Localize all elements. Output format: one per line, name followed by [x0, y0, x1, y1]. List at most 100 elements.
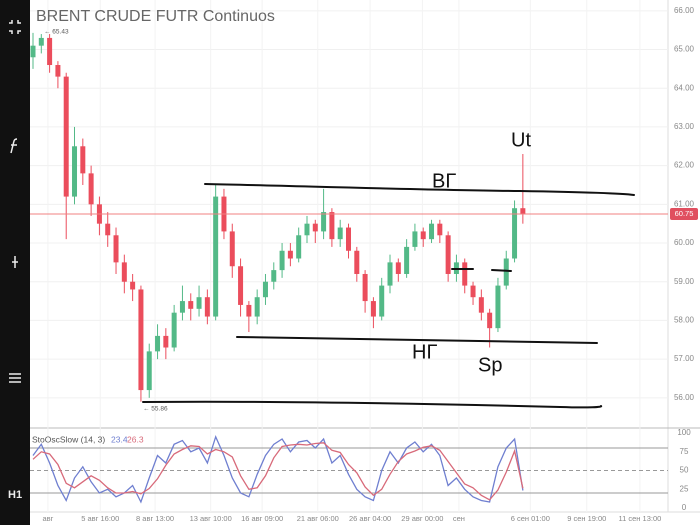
- candle-body: [262, 281, 268, 298]
- candle-body: [80, 146, 86, 174]
- candle-body: [121, 262, 127, 282]
- y-tick-label: 57.00: [674, 354, 695, 363]
- candle-body: [296, 235, 302, 259]
- candle-body: [362, 273, 368, 302]
- candle-body: [271, 270, 277, 282]
- x-tick-label: 26 авг 04:00: [349, 514, 391, 523]
- indicator-tick-label: 75: [680, 447, 689, 456]
- candle-body: [321, 212, 327, 232]
- candle-body: [412, 231, 418, 247]
- candle-body: [204, 297, 210, 317]
- indicator-tick-label: 50: [680, 466, 689, 475]
- candle-body: [354, 250, 360, 274]
- candle-body: [63, 76, 69, 197]
- indicator-value: 26.3: [127, 434, 144, 444]
- y-tick-label: 59.00: [674, 277, 695, 286]
- indicator-tick-label: 0: [682, 503, 687, 512]
- candle-body: [429, 223, 435, 240]
- candle-body: [312, 223, 318, 232]
- candle-body: [287, 250, 293, 259]
- candle-body: [113, 235, 119, 263]
- candle-body: [512, 208, 518, 259]
- x-tick-label: 11 сен 13:00: [619, 514, 662, 523]
- resistance-line: [204, 183, 635, 196]
- candle-body: [470, 285, 476, 298]
- y-tick-label: 63.00: [674, 122, 695, 131]
- y-tick-label: 60.00: [674, 238, 695, 247]
- candle-body: [155, 335, 161, 352]
- candle-body: [387, 262, 393, 286]
- last-price-box: [670, 208, 698, 220]
- candle-body: [337, 227, 343, 240]
- indicator-line: [32, 434, 524, 504]
- y-tick-label: 58.00: [674, 316, 695, 325]
- small-levels: [451, 268, 512, 272]
- y-tick-label: 56.00: [674, 393, 695, 402]
- candle-body: [188, 301, 194, 309]
- candle-body: [395, 262, 401, 274]
- low-label: ← 55.86: [143, 405, 168, 412]
- candle-body: [179, 301, 185, 313]
- x-tick-label: 29 авг 00:00: [401, 514, 443, 523]
- candle-body: [379, 285, 385, 317]
- y-tick-label: 65.00: [674, 45, 695, 54]
- candle-body: [478, 297, 484, 313]
- y-tick-label: 62.00: [674, 161, 695, 170]
- marks: [30, 32, 668, 504]
- candle-body: [196, 297, 202, 309]
- bottom-line: [142, 400, 603, 409]
- x-tick-label: 9 сен 19:00: [567, 514, 606, 523]
- x-tick-label: 13 авг 10:00: [190, 514, 232, 523]
- x-tick-label: 8 авг 13:00: [136, 514, 174, 523]
- candle-body: [304, 223, 310, 236]
- candle-body: [130, 281, 136, 290]
- candle-body: [138, 289, 144, 391]
- annotation: НГ: [412, 341, 437, 363]
- candle-body: [146, 351, 152, 391]
- candle-body: [55, 65, 61, 77]
- candle-body: [370, 301, 376, 317]
- last-price-label: 60.75: [675, 209, 694, 218]
- candle-body: [279, 250, 285, 271]
- x-tick-label: 16 авг 09:00: [241, 514, 283, 523]
- candle-body: [420, 231, 426, 240]
- candle-body: [503, 258, 509, 286]
- candle-body: [238, 266, 244, 305]
- y-tick-label: 64.00: [674, 83, 695, 92]
- candle-body: [437, 223, 443, 236]
- candle-body: [105, 223, 111, 236]
- annotation: ВГ: [432, 170, 456, 192]
- indicator-value: 23.4: [111, 434, 128, 444]
- candle-body: [171, 312, 177, 348]
- candle-body: [47, 37, 53, 66]
- toolbar-icons: [9, 20, 21, 383]
- indicator-tick-label: 25: [680, 484, 689, 493]
- indicator-name: StoOscSlow (14, 3): [32, 434, 105, 444]
- indicator-tick-label: 100: [677, 428, 691, 437]
- candle-body: [213, 196, 219, 317]
- x-tick-label: авг: [42, 514, 53, 523]
- candle-body: [520, 208, 526, 214]
- timeframe[interactable]: H1: [8, 489, 22, 501]
- candle-body: [404, 246, 410, 274]
- chart-title: BRENT CRUDE FUTR Continuos: [36, 8, 275, 25]
- candle-body: [346, 227, 351, 251]
- candle-body: [462, 262, 468, 286]
- candle-body: [329, 212, 335, 240]
- candle-body: [88, 173, 94, 205]
- candle-body: [163, 335, 169, 348]
- candle-body: [246, 304, 252, 317]
- support-line: [236, 336, 598, 344]
- x-tick-label: 6 сен 01:00: [511, 514, 550, 523]
- candle-body: [487, 312, 493, 329]
- candle-body: [38, 37, 44, 46]
- y-tick-label: 61.00: [674, 199, 695, 208]
- x-tick-label: 21 авг 06:00: [297, 514, 339, 523]
- candle-body: [445, 235, 451, 274]
- x-tick-label: сен: [453, 514, 465, 523]
- indicator-line: [32, 442, 524, 501]
- annotation: Sp: [478, 354, 502, 376]
- candle-body: [229, 231, 235, 267]
- x-tick-label: 5 авг 16:00: [81, 514, 119, 523]
